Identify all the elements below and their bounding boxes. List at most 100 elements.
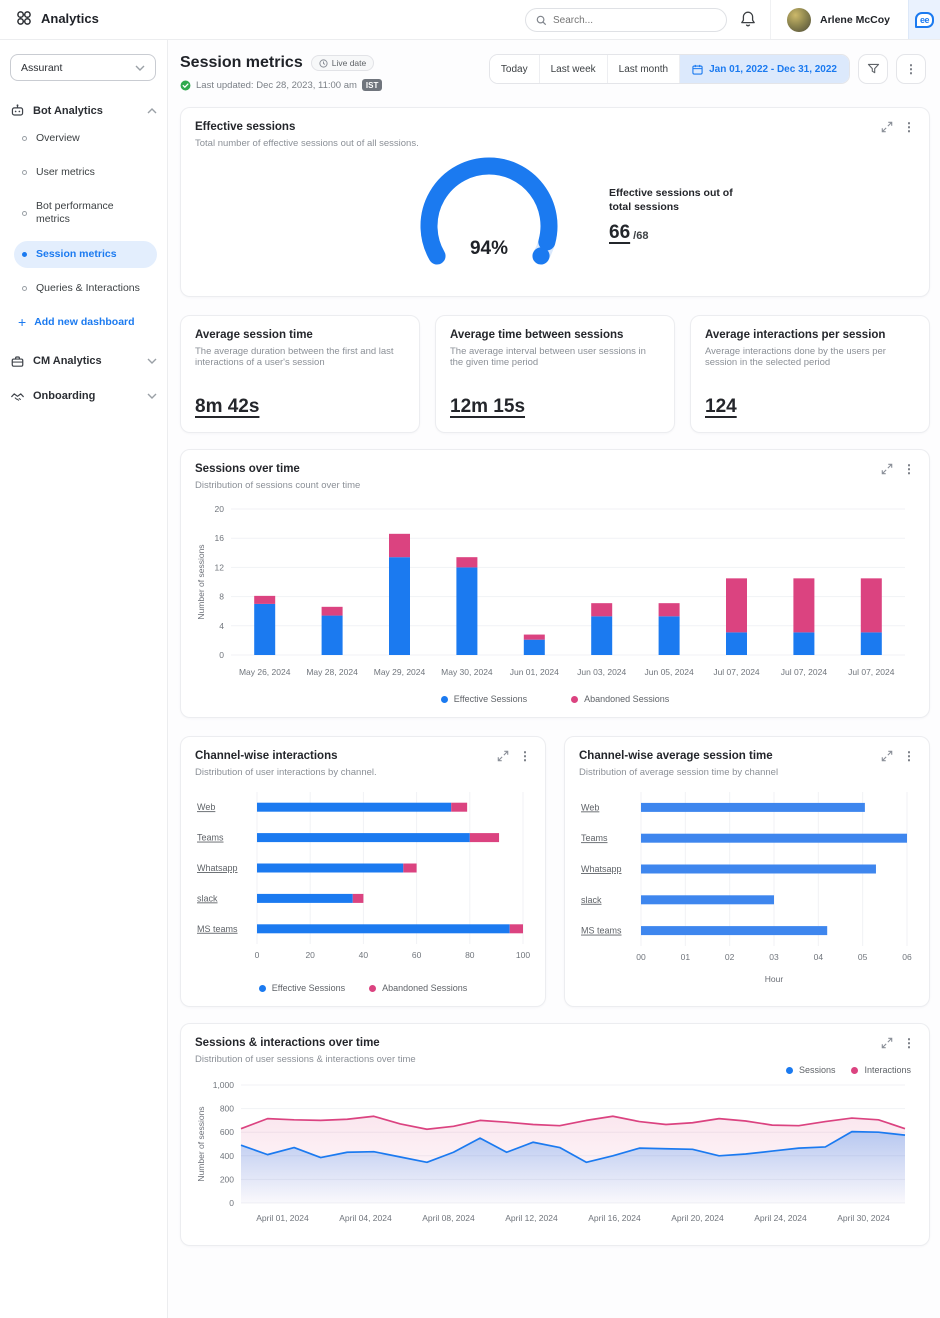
bar-segment: [793, 632, 815, 655]
x-tick-label: April 12, 2024: [505, 1213, 558, 1223]
user-menu[interactable]: Arlene McCoy: [770, 0, 908, 39]
apps-grid-icon[interactable]: [16, 10, 32, 26]
section-label: Onboarding: [33, 390, 96, 403]
bar-segment: [523, 639, 545, 655]
channel-link-slack[interactable]: slack: [197, 893, 218, 903]
bar-segment: [321, 615, 343, 655]
channel-link-teams[interactable]: Teams: [581, 833, 608, 843]
search-input[interactable]: [553, 14, 703, 26]
x-tick-label: April 30, 2024: [837, 1213, 890, 1223]
legend-dot-icon: [785, 1066, 793, 1074]
sidebar-section-cm-analytics[interactable]: CM Analytics: [10, 354, 157, 369]
chart-legend: Effective Sessions Abandoned Sessions: [195, 983, 531, 993]
bar-segment: [591, 603, 613, 617]
channel-link-whatsapp[interactable]: Whatsapp: [197, 863, 238, 873]
calendar-icon: [692, 64, 703, 75]
bar-segment: [591, 616, 613, 655]
sidebar-section-onboarding[interactable]: Onboarding: [10, 389, 157, 404]
legend-item[interactable]: Interactions: [851, 1065, 911, 1075]
date-range-picker[interactable]: Jan 01, 2022 - Dec 31, 2022: [680, 55, 849, 83]
legend-dot-icon: [369, 984, 377, 992]
search-icon: [536, 15, 547, 25]
add-dashboard-label: Add new dashboard: [34, 315, 135, 328]
channel-avg-session-time-card: Channel-wise average session time Distri…: [564, 736, 930, 1007]
legend-item[interactable]: Effective Sessions: [258, 983, 345, 993]
filter-today-button[interactable]: Today: [489, 55, 540, 83]
filter-last-week-button[interactable]: Last week: [539, 55, 608, 83]
bar-segment: [641, 926, 828, 936]
channel-link-whatsapp[interactable]: Whatsapp: [581, 864, 622, 874]
kebab-icon[interactable]: ⋮: [903, 462, 915, 476]
channel-link-web[interactable]: Web: [197, 802, 215, 812]
timezone-badge: IST: [361, 79, 383, 91]
legend-item[interactable]: Abandoned Sessions: [369, 983, 467, 993]
bar-segment: [321, 606, 343, 616]
expand-icon[interactable]: [497, 750, 509, 762]
sidebar-item-label: Overview: [36, 132, 80, 144]
filter-button[interactable]: [858, 54, 888, 84]
product-logo-panel[interactable]: ee: [908, 0, 940, 39]
page-title: Session metrics: [180, 54, 303, 71]
expand-icon[interactable]: [881, 750, 893, 762]
user-name: Arlene McCoy: [820, 13, 891, 26]
card-title: Effective sessions: [195, 121, 296, 133]
x-tick-label: Jul 07, 2024: [781, 667, 828, 677]
filter-last-month-button[interactable]: Last month: [607, 55, 681, 83]
legend-item[interactable]: Abandoned Sessions: [571, 694, 669, 704]
legend-dot-icon: [258, 984, 266, 992]
clock-icon: [319, 58, 328, 68]
legend-dot-icon: [571, 695, 579, 703]
workspace-select[interactable]: Assurant: [10, 54, 156, 81]
bar-segment: [389, 533, 410, 558]
bar-segment: [254, 603, 276, 655]
metric-value: 8m 42s: [195, 396, 260, 417]
add-new-dashboard-button[interactable]: + Add new dashboard: [18, 315, 157, 329]
area-fill: [241, 1131, 905, 1203]
sidebar-section-bot-analytics[interactable]: Bot Analytics: [10, 103, 157, 118]
sidebar-item-queries-interactions[interactable]: Queries & Interactions: [14, 275, 157, 302]
x-tick-label: May 30, 2024: [441, 667, 493, 677]
sidebar-item-bot-performance-metrics[interactable]: Bot performance metrics: [14, 193, 154, 233]
legend-item[interactable]: Sessions: [785, 1065, 835, 1075]
bar-segment: [658, 616, 680, 655]
channel-link-teams[interactable]: Teams: [197, 833, 224, 843]
x-tick-label: 80: [465, 950, 475, 960]
legend-item[interactable]: Effective Sessions: [440, 694, 527, 704]
x-tick-label: 04: [814, 952, 824, 962]
kebab-icon[interactable]: ⋮: [903, 1036, 915, 1050]
card-subtitle: Distribution of average session time by …: [579, 767, 779, 778]
more-options-button[interactable]: ⋮: [896, 54, 926, 84]
bar-segment: [523, 634, 545, 640]
bar-segment: [860, 632, 882, 655]
sessions-interactions-card: Sessions & interactions over time Distri…: [180, 1023, 930, 1246]
sidebar-item-session-metrics[interactable]: Session metrics: [14, 240, 157, 268]
bar-segment: [456, 557, 478, 568]
sessions-over-time-card: Sessions over time Distribution of sessi…: [180, 449, 930, 718]
bullet-icon: [22, 251, 27, 257]
bullet-icon: [22, 285, 27, 291]
channel-link-web[interactable]: Web: [581, 802, 599, 812]
y-tick-label: 0: [229, 1198, 234, 1208]
expand-icon[interactable]: [881, 1037, 893, 1049]
notification-bell-icon[interactable]: [740, 10, 756, 28]
legend-label: Abandoned Sessions: [382, 983, 468, 993]
channel-link-slack[interactable]: slack: [581, 895, 602, 905]
channel-link-ms-teams[interactable]: MS teams: [197, 924, 238, 934]
bar-segment: [641, 802, 865, 812]
channel-link-ms-teams[interactable]: MS teams: [581, 926, 622, 936]
sidebar-item-overview[interactable]: Overview: [14, 125, 157, 152]
app-title: Analytics: [41, 10, 99, 26]
search-bar[interactable]: [525, 8, 727, 32]
bar-segment: [456, 567, 478, 655]
kebab-icon[interactable]: ⋮: [903, 120, 915, 134]
x-tick-label: May 29, 2024: [374, 667, 426, 677]
card-title: Average time between sessions: [450, 329, 624, 341]
section-label: CM Analytics: [33, 355, 102, 368]
sidebar-item-user-metrics[interactable]: User metrics: [14, 159, 157, 186]
sidebar-item-label: Bot performance metrics: [36, 200, 114, 226]
kebab-icon[interactable]: ⋮: [519, 749, 531, 763]
x-tick-label: 0: [255, 950, 260, 960]
expand-icon[interactable]: [881, 463, 893, 475]
expand-icon[interactable]: [881, 121, 893, 133]
kebab-icon[interactable]: ⋮: [903, 749, 915, 763]
